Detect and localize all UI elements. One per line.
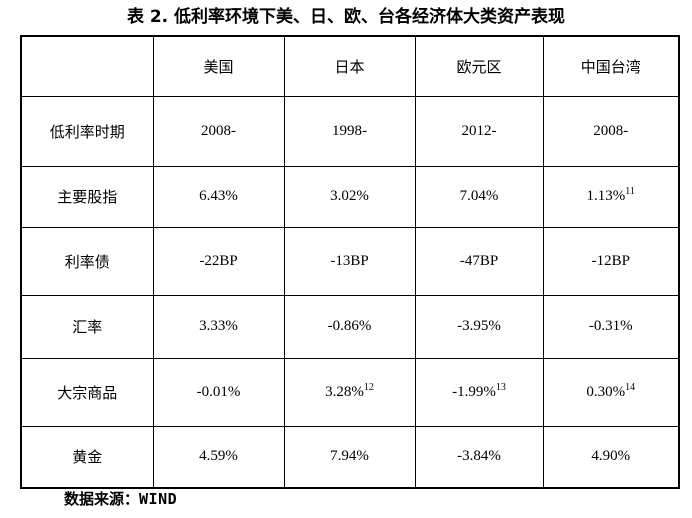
column-header-blank [20, 35, 154, 97]
table-cell: 3.28%12 [283, 357, 416, 427]
table-cell: -12BP [542, 226, 680, 296]
cell-value: 7.94% [330, 448, 369, 465]
table-row: 主要股指 6.43% 3.02% 7.04% 1.13%11 [20, 165, 680, 228]
table-cell: -1.99%13 [414, 357, 544, 427]
cell-value: -3.95% [457, 318, 501, 334]
table-cell: -0.31% [542, 294, 680, 359]
table-title: 表 2. 低利率环境下美、日、欧、台各经济体大类资产表现 [126, 7, 566, 27]
table-cell: 2012- [414, 95, 544, 167]
table-cell: -22BP [152, 226, 285, 296]
table-row: 黄金 4.59% 7.94% -3.84% 4.90% [20, 425, 680, 489]
table-cell: 7.04% [414, 165, 544, 228]
table-row: 大宗商品 -0.01% 3.28%12 -1.99%13 0.30%14 [20, 357, 680, 427]
cell-value: 2008- [201, 122, 236, 139]
data-source-label: 数据来源： [64, 490, 140, 508]
row-label: 主要股指 [20, 165, 154, 228]
row-label: 汇率 [20, 294, 154, 359]
cell-value: 7.04% [459, 188, 499, 204]
row-label: 利率债 [20, 226, 154, 296]
cell-value: 1.13% [586, 188, 626, 204]
cell-value: 3.33% [199, 318, 238, 334]
cell-value: -0.31% [588, 318, 633, 334]
column-header-taiwan: 中国台湾 [542, 35, 680, 97]
table-cell: -3.95% [414, 294, 544, 359]
cell-value: 0.30% [586, 383, 626, 400]
cell-value: 1998- [332, 122, 367, 139]
data-source-line: 数据来源：WIND [64, 488, 177, 510]
cell-value: 4.59% [199, 448, 238, 465]
cell-value: -3.84% [457, 448, 501, 465]
header-row: 美国 日本 欧元区 中国台湾 [20, 35, 680, 97]
table-cell: -13BP [283, 226, 416, 296]
row-label: 黄金 [20, 425, 154, 489]
footnote-superscript: 12 [363, 381, 374, 393]
table-cell: -3.84% [414, 425, 544, 489]
table-cell: 3.33% [152, 294, 285, 359]
table-row: 低利率时期 2008- 1998- 2012- 2008- [20, 95, 680, 167]
cell-value: 4.90% [591, 448, 631, 465]
cell-value: -0.01% [196, 383, 241, 400]
table-cell: 2008- [542, 95, 680, 167]
table-cell: 1.13%11 [542, 165, 680, 228]
table-cell: 7.94% [283, 425, 416, 489]
column-header-japan: 日本 [283, 35, 416, 97]
cell-value: 2012- [461, 122, 497, 139]
column-header-us: 美国 [152, 35, 285, 97]
table-cell: 4.59% [152, 425, 285, 489]
asset-performance-table: 美国 日本 欧元区 中国台湾 低利率时期 2008- 1998- 2012- 2… [20, 35, 680, 489]
cell-value: -47BP [459, 252, 499, 269]
table-cell: 2008- [152, 95, 285, 167]
cell-value: 3.02% [330, 188, 369, 204]
cell-value: 6.43% [199, 188, 238, 204]
cell-value: -13BP [330, 252, 369, 269]
table-cell: 6.43% [152, 165, 285, 228]
row-label: 低利率时期 [20, 95, 154, 167]
data-source-value: WIND [139, 490, 178, 508]
footnote-superscript: 14 [625, 381, 636, 393]
table-row: 利率债 -22BP -13BP -47BP -12BP [20, 226, 680, 296]
footnote-superscript: 11 [625, 186, 635, 197]
row-label: 大宗商品 [20, 357, 154, 427]
cell-value: -22BP [199, 252, 238, 269]
cell-value: -0.86% [327, 318, 372, 334]
table-cell: 4.90% [542, 425, 680, 489]
cell-value: 2008- [593, 122, 629, 139]
table-cell: 3.02% [283, 165, 416, 228]
table-cell: -0.86% [283, 294, 416, 359]
table-cell: -47BP [414, 226, 544, 296]
cell-value: 3.28% [325, 383, 364, 400]
table-row: 汇率 3.33% -0.86% -3.95% -0.31% [20, 294, 680, 359]
table-cell: 0.30%14 [542, 357, 680, 427]
table-cell: -0.01% [152, 357, 285, 427]
footnote-superscript: 13 [495, 381, 506, 393]
table-cell: 1998- [283, 95, 416, 167]
cell-value: -12BP [591, 252, 630, 269]
column-header-eurozone: 欧元区 [414, 35, 544, 97]
cell-value: -1.99% [452, 383, 496, 400]
